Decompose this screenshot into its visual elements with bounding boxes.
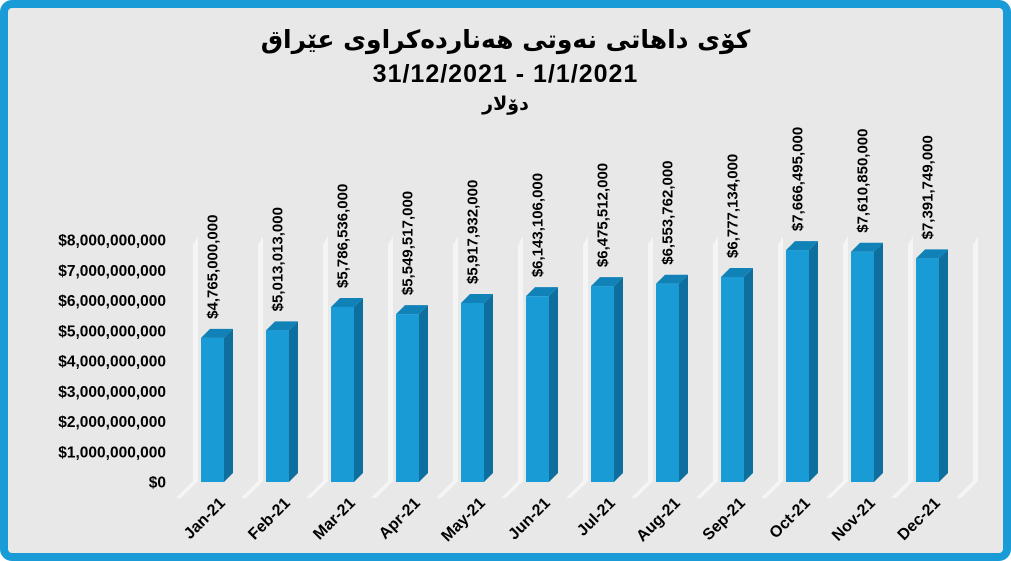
bar-side (224, 328, 233, 482)
gridline-strip (696, 236, 718, 498)
bar-side (874, 242, 883, 482)
bar-top (526, 287, 558, 297)
bar-front (266, 330, 289, 482)
chart-subtitle-dates: 31/12/2021 - 1/1/2021 (372, 60, 639, 88)
gridline-strip (436, 236, 458, 498)
chart-unit-label: دۆلار (482, 93, 529, 115)
bar-front (851, 251, 874, 482)
bar-side (549, 287, 558, 482)
y-axis-tick-label: $3,000,000,000 (58, 384, 166, 401)
x-axis-label: Jun-21 (505, 495, 554, 544)
gridline-strip (371, 236, 393, 498)
bar-front (201, 337, 224, 482)
x-axis-label: Jan-21 (181, 495, 229, 543)
bar-side (614, 277, 623, 482)
bar-chart: $8,000,000,000 $7,000,000,000 $6,000,000,0… (58, 127, 978, 545)
bar-value-label: $6,143,106,000 (530, 173, 547, 277)
bar-value-label: $7,610,850,000 (855, 128, 872, 232)
bar-front (526, 296, 549, 482)
x-axis-label: Apr-21 (376, 495, 424, 543)
y-axis-tick-label: $0 (149, 475, 166, 492)
bar-value-label: $6,553,762,000 (660, 160, 677, 264)
bar-value-label: $7,391,749,000 (920, 135, 937, 239)
gridline-strip (761, 236, 783, 498)
bar-front (916, 258, 939, 482)
y-axis-tick-label: $4,000,000,000 (58, 354, 166, 371)
bar-top (201, 328, 233, 338)
bar-side (484, 293, 493, 482)
bar-value-label: $5,917,932,000 (465, 180, 482, 284)
chart-title: کۆی داهاتی نەوتی هەناردەکراوی عێراق (260, 25, 751, 54)
bar-front (786, 250, 809, 482)
bar-side (419, 305, 428, 482)
gridline-strip (631, 236, 653, 498)
gridline-strip (826, 236, 848, 498)
bar-value-label: $6,777,134,000 (725, 154, 742, 258)
bar-value-label: $6,475,512,000 (595, 163, 612, 267)
bar-value-label: $5,549,517,000 (400, 191, 417, 295)
bar-side (289, 321, 298, 482)
bar-front (461, 302, 484, 482)
bar-top (721, 267, 753, 277)
gridline-strip (306, 236, 328, 498)
bar-side (354, 297, 363, 482)
bar-value-label: $5,013,013,000 (270, 207, 287, 311)
x-axis-label: Dec-21 (895, 495, 944, 544)
bar-value-label: $5,786,536,000 (335, 184, 352, 288)
bar-side (679, 274, 688, 482)
x-axis-label: May-21 (438, 495, 488, 545)
y-axis-tick-label: $6,000,000,000 (58, 293, 166, 310)
bar-front (656, 283, 679, 482)
gridline-strip (956, 236, 978, 498)
x-axis-label: Aug-21 (633, 495, 683, 545)
bar-side (809, 241, 818, 482)
y-axis-tick-label: $1,000,000,000 (58, 444, 166, 461)
x-axis-label: Jul-21 (574, 495, 619, 540)
bar-front (331, 306, 354, 482)
bar-top (786, 241, 818, 251)
x-axis-label: Mar-21 (310, 495, 359, 544)
x-axis-label: Sep-21 (700, 495, 749, 544)
bar-top (461, 293, 493, 303)
bar-top (331, 297, 363, 307)
bar-top (591, 277, 623, 287)
x-axis-label: Feb-21 (245, 495, 294, 544)
bar-side (744, 267, 753, 482)
bar-top (266, 321, 298, 331)
gridline-strip (241, 236, 263, 498)
bar-side (939, 249, 948, 482)
bar-front (591, 286, 614, 482)
bar-front (396, 314, 419, 482)
gridline-strip (566, 236, 588, 498)
y-axis-tick-label: $2,000,000,000 (58, 414, 166, 431)
gridline-strip (891, 236, 913, 498)
bar-front (721, 276, 744, 482)
bar-value-label: $4,765,000,000 (205, 215, 222, 319)
x-axis-label: Nov-21 (829, 495, 879, 545)
bar-value-label: $7,666,495,000 (790, 127, 807, 231)
gridline-strip (501, 236, 523, 498)
chart-title-block: کۆی داهاتی نەوتی هەناردەکراوی عێراق 31/1… (8, 22, 1003, 118)
gridline-strip (176, 236, 198, 498)
y-axis-tick-label: $5,000,000,000 (58, 323, 166, 340)
bar-top (656, 274, 688, 284)
y-axis-tick-label: $7,000,000,000 (58, 263, 166, 280)
y-axis-tick-label: $8,000,000,000 (58, 233, 166, 250)
x-axis-label: Oct-21 (767, 495, 814, 542)
bar-top (916, 249, 948, 259)
bar-top (851, 242, 883, 252)
bar-top (396, 305, 428, 315)
